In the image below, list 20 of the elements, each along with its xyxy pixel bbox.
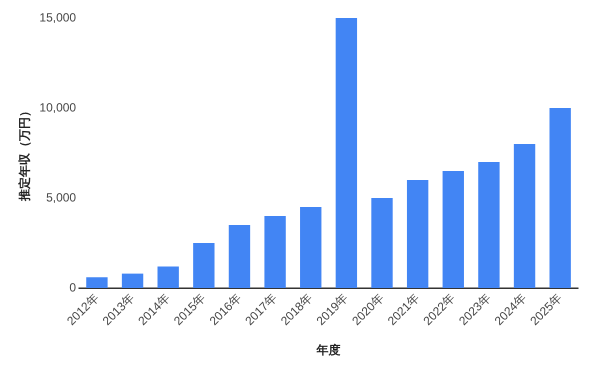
bar xyxy=(549,108,571,288)
y-tick-label: 10,000 xyxy=(39,100,76,114)
y-axis-title: 推定年収（万円） xyxy=(18,105,32,202)
bar xyxy=(158,266,179,288)
y-tick-label: 5,000 xyxy=(46,190,76,204)
bar xyxy=(442,171,464,288)
bar xyxy=(122,274,144,288)
y-tick-label: 15,000 xyxy=(39,10,76,24)
y-tick-label: 0 xyxy=(69,280,76,294)
bar xyxy=(300,207,322,288)
x-axis-title: 年度 xyxy=(316,343,341,358)
bar xyxy=(86,277,108,288)
bar xyxy=(514,144,536,288)
bar xyxy=(371,198,393,288)
bar xyxy=(228,225,250,288)
bar xyxy=(406,180,428,288)
bar xyxy=(336,18,358,288)
bar xyxy=(193,243,215,288)
bar xyxy=(264,216,286,288)
bar xyxy=(478,162,500,288)
